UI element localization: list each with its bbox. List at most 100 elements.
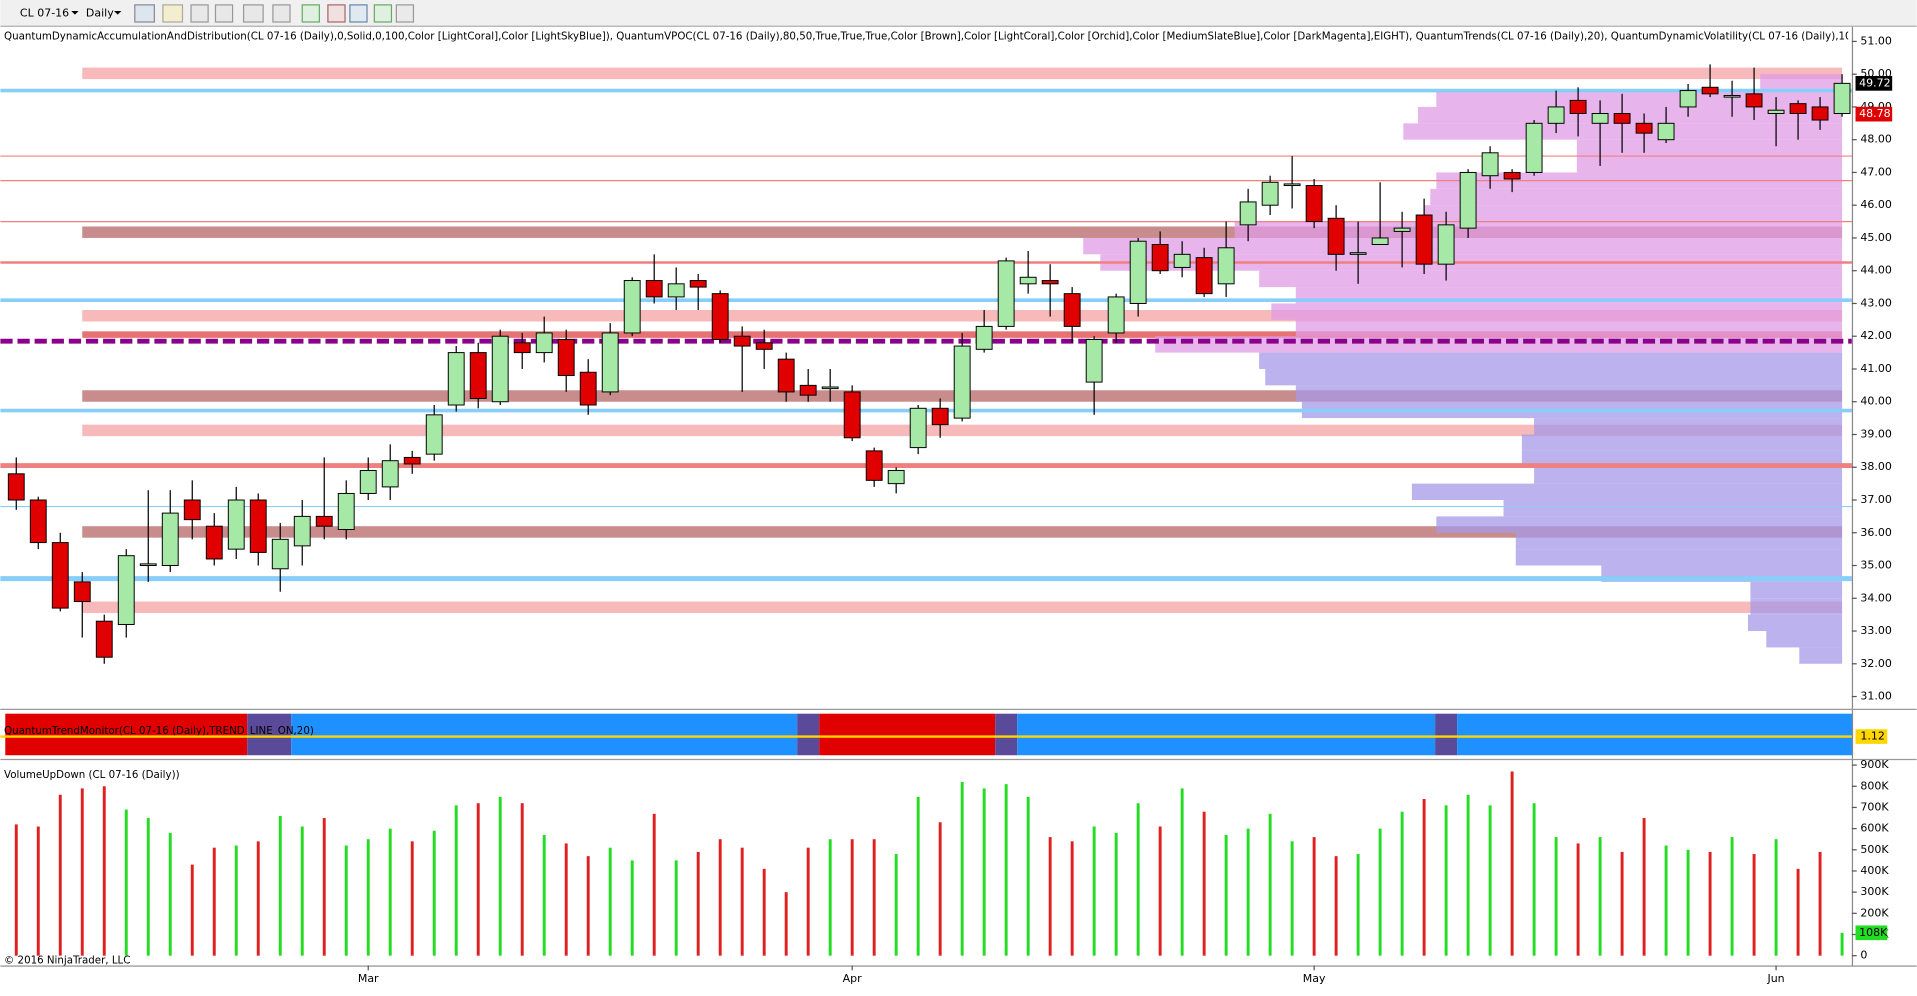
volume-bar (784, 892, 788, 956)
dropdown-arrow[interactable] (114, 10, 122, 15)
candle-body (1107, 296, 1125, 334)
volume-bar (1400, 811, 1404, 956)
volume-bar (938, 822, 942, 956)
volume-title: VolumeUpDown (CL 07-16 (Daily)) (4, 769, 180, 781)
candle-body (1129, 240, 1147, 304)
candle-body (799, 384, 817, 396)
volume-bar (1620, 851, 1624, 956)
dropdown-arrow[interactable] (71, 10, 79, 15)
zoom-button[interactable] (242, 4, 264, 23)
copyright: © 2016 NinjaTrader, LLC (4, 955, 130, 967)
candle-body (1063, 293, 1081, 327)
draw-button[interactable] (190, 4, 209, 23)
chart-trader-button[interactable] (349, 4, 368, 23)
volume-profile-bar (1411, 483, 1843, 501)
y-tick-label: 37.00 (1860, 493, 1891, 506)
properties-button[interactable] (272, 4, 291, 23)
price-zone (82, 67, 1843, 80)
trend-monitor-title: QuantumTrendMonitor(CL 07-16 (Daily),TRE… (4, 725, 314, 737)
candle-body (579, 371, 597, 406)
candle-body (1591, 112, 1609, 124)
candle-body (1547, 106, 1565, 124)
volume-profile-bar (1234, 221, 1843, 238)
candle-body (1327, 217, 1345, 255)
y-tick-label: 42.00 (1860, 329, 1891, 342)
candle-body (953, 345, 971, 419)
volume-bar (300, 826, 304, 956)
candle-body (183, 499, 201, 521)
candle-body (1085, 339, 1103, 383)
trend-value-box (1855, 729, 1888, 744)
candle-body (447, 352, 465, 406)
volume-bar (124, 809, 128, 956)
candle-body (1789, 103, 1807, 114)
trend-segment (247, 713, 292, 756)
candle-body (733, 335, 751, 347)
candle-body (755, 342, 773, 350)
volume-profile-bar (1265, 368, 1843, 386)
candle-body (425, 414, 443, 455)
dollar-button[interactable] (373, 4, 393, 23)
volume-bar (1004, 784, 1008, 956)
candle-body (997, 260, 1015, 327)
candle-body (689, 280, 707, 288)
volume-bar (1136, 803, 1140, 956)
trend-segment (1435, 713, 1458, 756)
period-selector[interactable]: Daily (86, 6, 114, 19)
indicators-button[interactable] (301, 4, 320, 23)
y-tick-label: 35.00 (1860, 559, 1891, 572)
volume-bar (1796, 868, 1800, 956)
candle-body (1635, 122, 1653, 134)
candle-body (535, 332, 553, 354)
candle-body (975, 325, 993, 350)
candle-body (1723, 94, 1741, 98)
candle-body (1239, 201, 1257, 226)
candle-body (1283, 183, 1301, 187)
instrument-selector[interactable]: CL 07-16 (20, 6, 69, 19)
volume-bar (1730, 837, 1734, 956)
y-tick-label: 32.00 (1860, 657, 1891, 670)
candle-body (711, 293, 729, 340)
candle-body (117, 555, 135, 625)
y-tick-label: 0 (1860, 949, 1867, 962)
y-tick-label: 51.00 (1860, 34, 1891, 47)
candle-body (1195, 257, 1213, 295)
drawing-tool-button[interactable] (162, 4, 184, 23)
candle-body (777, 358, 795, 393)
trend-segment (291, 713, 798, 756)
trend-segment (995, 713, 1018, 756)
volume-bar (520, 803, 524, 956)
volume-bar (630, 860, 634, 956)
volume-bar (234, 845, 238, 956)
volume-bar (454, 805, 458, 956)
y-tick-label: 800K (1860, 779, 1889, 792)
volume-bar (1312, 837, 1316, 956)
candle-body (95, 620, 113, 658)
volume-bar (586, 856, 590, 956)
candle-body (1767, 109, 1785, 114)
draw-button[interactable] (214, 4, 234, 23)
candle-body (139, 563, 157, 567)
y-tick-label: 47.00 (1860, 165, 1891, 178)
volume-profile-bar (1750, 598, 1843, 615)
candle-body (1459, 171, 1477, 229)
candle-body (1679, 90, 1697, 108)
y-tick-label: 400K (1860, 864, 1889, 877)
y-tick-label: 600K (1860, 822, 1889, 835)
candle-body (7, 473, 25, 501)
volume-bar (168, 832, 172, 956)
price-zone (82, 226, 1843, 238)
volume-profile-bar (1436, 90, 1843, 107)
strategies-button[interactable] (327, 4, 346, 23)
volume-bar (1268, 813, 1272, 956)
candle-body (1503, 171, 1521, 180)
candle-body (667, 283, 685, 298)
volume-label: 108K (1859, 926, 1888, 939)
volume-bar (1818, 851, 1822, 956)
bar-type-button[interactable] (134, 4, 155, 23)
volume-bar (1466, 794, 1470, 956)
volume-bar (916, 796, 920, 956)
volume-profile-bar (1155, 336, 1843, 353)
window-button[interactable] (395, 4, 415, 23)
